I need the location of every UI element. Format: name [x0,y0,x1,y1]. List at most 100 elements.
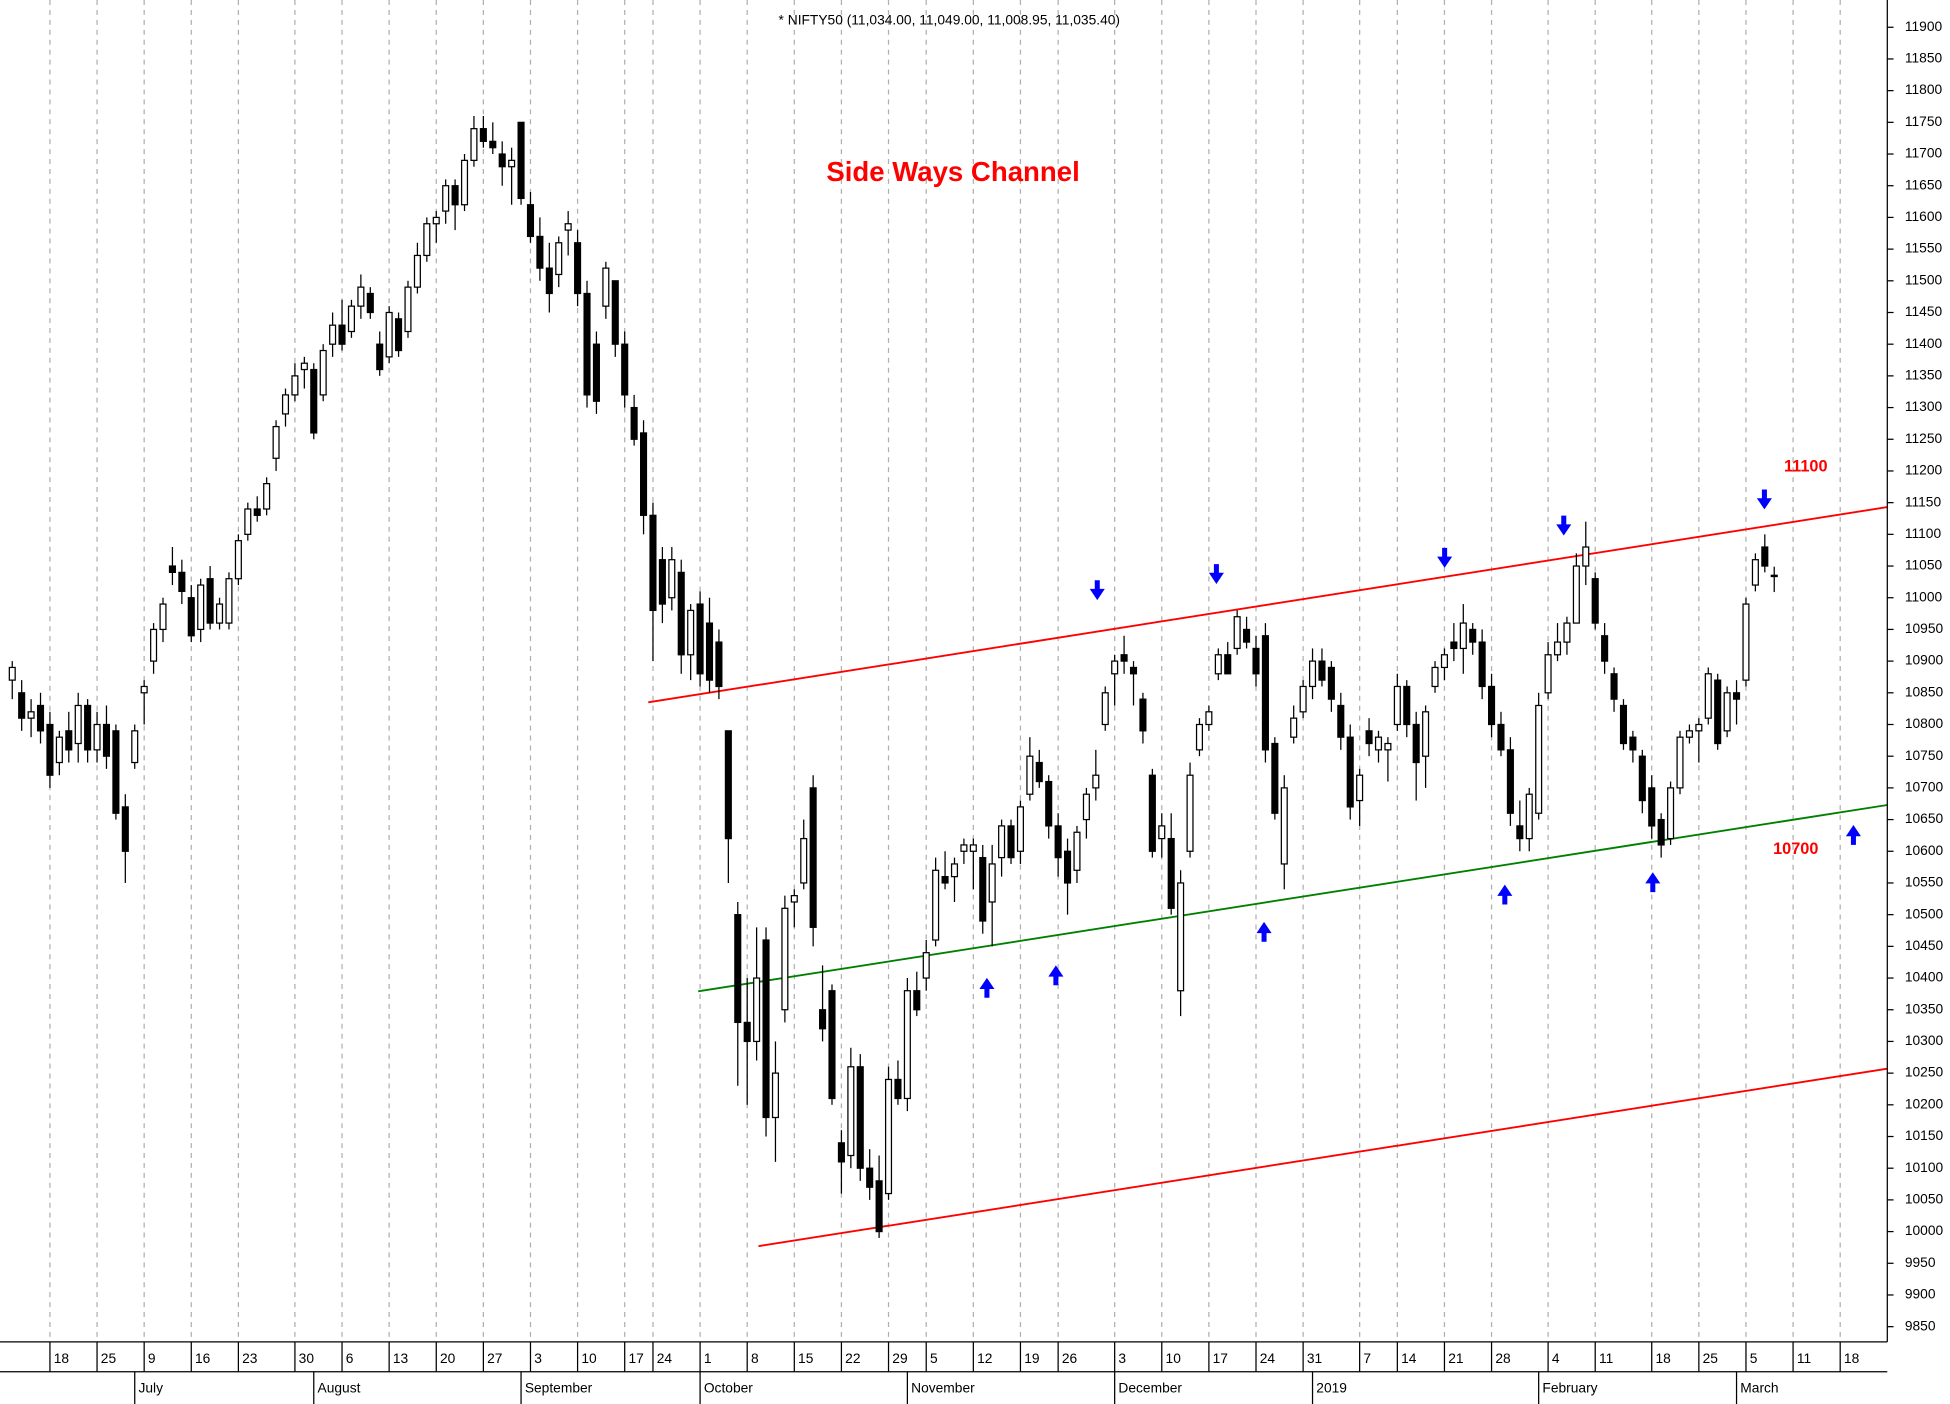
candle-body [1704,673,1712,719]
x-tick-label: 18 [1656,1351,1672,1366]
y-tick-label: 11100 [1905,526,1942,541]
candle-body [36,704,45,732]
x-tick-label: 29 [892,1351,907,1366]
y-tick-label: 11750 [1905,114,1943,129]
y-tick-label: 10200 [1905,1096,1944,1111]
candle-body [781,907,789,1011]
candle-body [1045,780,1053,827]
candle-body [74,704,82,745]
y-tick-label: 11050 [1905,558,1943,573]
candle-body [639,432,648,516]
candle-body [291,375,299,396]
candle-body [630,406,638,440]
candle-body [423,223,431,257]
candle-body [1667,787,1675,840]
candle-body [658,559,666,605]
month-label: October [704,1381,753,1396]
candle-body [583,292,591,396]
candle-body [1469,628,1477,643]
trendlines [648,506,1888,1248]
candle-body [592,343,600,402]
candle-body [913,990,921,1011]
x-tick-label: 16 [195,1351,211,1366]
candle-body [1657,818,1665,846]
candle-body [1770,574,1778,578]
candle-body [875,1180,883,1233]
candle-body [347,305,356,333]
x-axis-band [0,1341,1888,1404]
x-tick-label: 31 [1307,1351,1322,1366]
arrow-up [1497,884,1513,905]
y-tick-label: 11200 [1905,463,1943,478]
candle-body [894,1078,902,1100]
candle-body [1676,736,1684,789]
candle-body [1026,755,1034,795]
x-tick-label: 21 [1448,1351,1463,1366]
annotations: 11100 10700 [979,457,1861,998]
candle-body [65,730,73,751]
candle-body [734,914,742,1024]
candle-body [950,863,959,878]
candle-body [1007,825,1015,859]
candle-body [225,578,233,624]
candle-body [102,723,111,757]
candle-body [404,286,412,333]
candle-body [1252,647,1260,675]
candle-body [1488,685,1496,726]
trendline [758,1067,1888,1248]
candle-body [338,324,346,345]
x-tick-label: 18 [54,1351,70,1366]
candle-body [828,990,836,1100]
candle-body [979,856,987,922]
candle-body [1685,730,1693,738]
candle-body [263,483,271,510]
candle-body [1129,666,1138,675]
candle-body [319,349,327,396]
candle-body [932,869,940,941]
candle-body [555,242,563,276]
candle-body [1553,641,1562,656]
candle-body [1177,882,1185,992]
candle-body [1714,679,1722,745]
candle-body [1629,736,1637,751]
candle-body [27,711,35,719]
candle-body [1384,742,1392,751]
x-tick-label: 24 [1260,1351,1276,1366]
candle-body [1308,660,1317,688]
y-tick-label: 11000 [1905,589,1943,604]
x-tick-label: 18 [1844,1351,1860,1366]
arrow-down [1089,580,1105,601]
candle-body [1016,806,1024,852]
month-label: August [318,1381,361,1396]
y-tick-label: 10850 [1905,684,1944,699]
candle-body [1082,793,1090,821]
candle-body [197,584,205,631]
month-label: March [1740,1381,1778,1396]
candle-body [998,825,1006,859]
chart-annotation: Side Ways Channel [826,156,1079,187]
candle-body [432,216,440,225]
x-tick-label: 6 [346,1351,354,1366]
candle-body [696,603,704,675]
candle-body [809,787,817,928]
candle-body [1290,717,1298,738]
x-tick-label: 19 [1024,1351,1039,1366]
candle-body [1111,660,1119,675]
candle-body [1751,559,1759,586]
y-tick-label: 10000 [1905,1223,1944,1238]
candle-body [1120,654,1128,662]
candle-body [724,730,732,840]
candle-body [705,622,714,681]
x-tick-label: 7 [1363,1351,1371,1366]
candle-body [46,723,54,776]
candle-body [18,692,26,719]
candle-body [1638,755,1646,802]
x-tick-label: 30 [299,1351,315,1366]
candle-body [489,140,497,149]
candle-body [479,128,487,142]
candle-body [187,597,195,637]
x-tick-label: 11 [1599,1351,1613,1366]
x-tick-label: 10 [581,1351,597,1366]
